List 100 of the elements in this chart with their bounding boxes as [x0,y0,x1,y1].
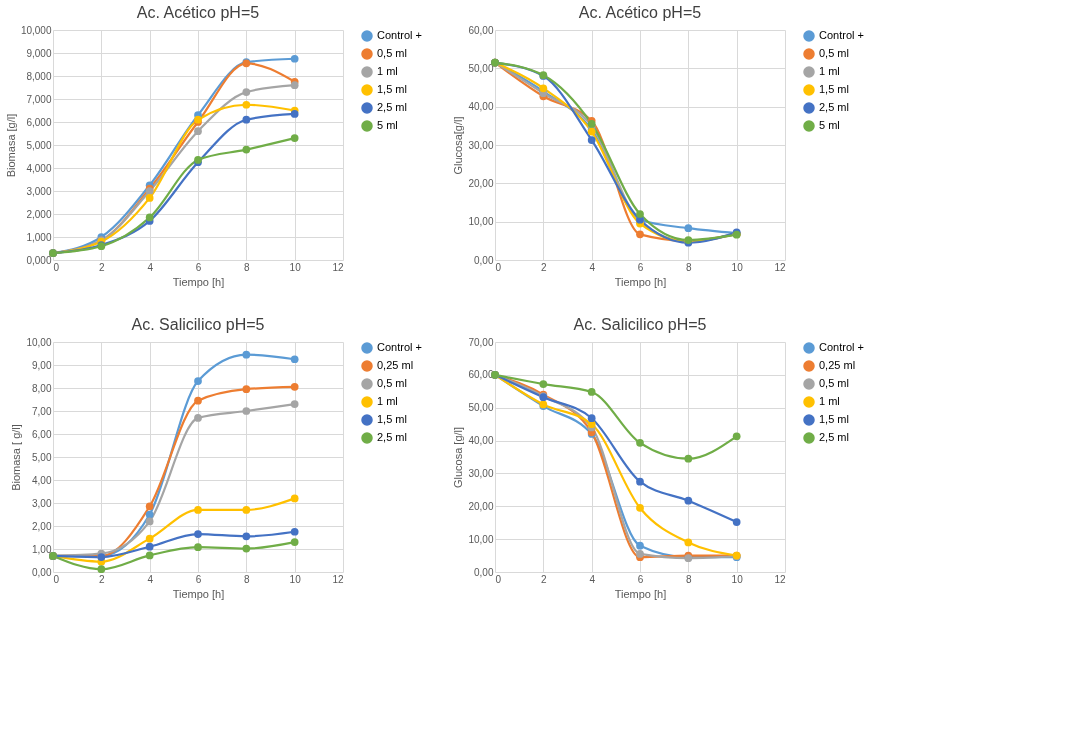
legend-label: 1 ml [819,395,840,407]
chart-title: Ac. Acético pH=5 [136,4,260,21]
x-tick-label: 0 [495,261,502,273]
y-tick-label: 20,00 [468,177,494,189]
legend-label: 2,5 ml [377,431,407,443]
x-tick-label: 12 [774,261,786,273]
x-tick-label: 6 [637,261,644,273]
x-tick-label: 8 [244,573,251,585]
legend-label: 1 ml [377,65,398,77]
x-tick-label: 0 [495,573,502,585]
x-tick-label: 8 [686,261,693,273]
y-tick-label: 40,00 [468,101,494,113]
x-tick-label: 4 [147,573,154,585]
x-tick-label: 0 [53,573,60,585]
y-tick-label: 8,000 [26,70,52,82]
y-tick-label: 50,00 [468,402,494,414]
y-tick-label: 9,00 [32,359,52,371]
y-tick-label: 3,000 [26,185,52,197]
chart-title: Ac. Salicilico pH=5 [573,316,707,333]
x-tick-label: 0 [53,261,60,273]
x-tick-label: 4 [589,573,596,585]
x-tick-label: 12 [332,261,344,273]
y-tick-label: 3,00 [32,497,52,509]
legend-label: 1 ml [377,395,398,407]
legend-label: Control + [377,341,422,353]
legend-label: 1,5 ml [819,413,849,425]
legend-label: 2,5 ml [819,431,849,443]
legend-label: 0,5 ml [377,47,407,59]
y-tick-label: 0,00 [32,566,52,578]
y-tick-label: 10,00 [468,533,494,545]
y-tick-label: 30,00 [468,139,494,151]
legend-label: 0,25 ml [377,359,414,371]
y-tick-label: 0,000 [26,254,52,266]
legend-label: 5 ml [819,119,840,131]
y-tick-label: 1,000 [26,231,52,243]
legend-label: 2,5 ml [377,101,407,113]
x-axis-title: Tiempo [h] [172,275,225,288]
chart-title: Ac. Salicilico pH=5 [131,316,265,333]
x-tick-label: 8 [244,261,251,273]
y-tick-label: 10,00 [468,216,494,228]
x-tick-label: 6 [195,261,202,273]
y-axis-title: Glucosa [g/l] [452,426,465,489]
y-tick-label: 10,000 [20,24,52,36]
legend-label: Control + [377,29,422,41]
x-axis-title: Tiempo [h] [614,587,667,600]
y-tick-label: 30,00 [468,467,494,479]
legend-label: 0,5 ml [819,377,849,389]
x-tick-label: 2 [99,573,106,585]
x-tick-label: 10 [289,573,302,585]
y-tick-label: 70,00 [468,336,494,348]
y-tick-label: 1,00 [32,543,52,555]
x-tick-label: 6 [195,573,202,585]
x-axis-title: Tiempo [h] [172,587,225,600]
y-tick-label: 2,000 [26,208,52,220]
y-tick-label: 8,00 [32,382,52,394]
y-axis-title: Glucosa[g/l] [452,116,465,175]
x-tick-label: 10 [731,573,744,585]
x-tick-label: 2 [541,573,548,585]
legend-label: 5 ml [377,119,398,131]
x-tick-label: 6 [637,573,644,585]
y-tick-label: 2,00 [32,520,52,532]
y-tick-label: 4,000 [26,162,52,174]
y-tick-label: 4,00 [32,474,52,486]
y-tick-label: 7,00 [32,405,52,417]
chart-title: Ac. Acético pH=5 [578,4,702,21]
legend-label: 2,5 ml [819,101,849,113]
y-tick-label: 0,00 [474,566,494,578]
y-tick-label: 50,00 [468,62,494,74]
x-axis-title: Tiempo [h] [614,275,667,288]
y-tick-label: 0,00 [474,254,494,266]
y-tick-label: 9,000 [26,47,52,59]
legend-label: 1,5 ml [819,83,849,95]
x-tick-label: 8 [686,573,693,585]
y-axis-title: Biomasa [ g/l] [10,424,23,491]
y-tick-label: 40,00 [468,435,494,447]
y-tick-label: 60,00 [468,24,494,36]
y-tick-label: 20,00 [468,500,494,512]
x-tick-label: 2 [541,261,548,273]
y-tick-label: 6,00 [32,428,52,440]
x-tick-label: 2 [99,261,106,273]
x-tick-label: 4 [589,261,596,273]
y-tick-label: 10,00 [26,336,52,348]
legend-label: Control + [819,29,864,41]
y-tick-label: 6,000 [26,116,52,128]
y-tick-label: 7,000 [26,93,52,105]
x-tick-label: 12 [332,573,344,585]
y-tick-label: 5,00 [32,451,52,463]
x-tick-label: 12 [774,573,786,585]
legend-label: Control + [819,341,864,353]
legend-label: 0,25 ml [819,359,856,371]
x-tick-label: 4 [147,261,154,273]
y-axis-title: Biomasa [g/l] [4,113,17,178]
legend-label: 0,5 ml [377,377,407,389]
x-tick-label: 10 [289,261,302,273]
legend-label: 1,5 ml [377,83,407,95]
x-tick-label: 10 [731,261,744,273]
y-tick-label: 5,000 [26,139,52,151]
legend-label: 0,5 ml [819,47,849,59]
legend-label: 1,5 ml [377,413,407,425]
legend-label: 1 ml [819,65,840,77]
